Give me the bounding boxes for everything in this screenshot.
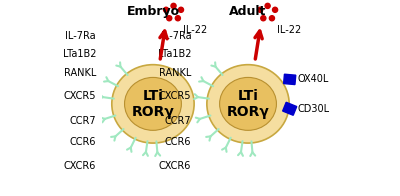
Circle shape <box>269 16 274 21</box>
Circle shape <box>171 3 176 8</box>
Text: RANKL: RANKL <box>159 67 191 78</box>
Polygon shape <box>283 102 297 115</box>
Circle shape <box>272 7 278 12</box>
Text: OX40L: OX40L <box>298 74 329 84</box>
Text: IL-22: IL-22 <box>183 25 208 35</box>
Circle shape <box>175 16 180 21</box>
Text: RANKL: RANKL <box>64 67 96 78</box>
Text: LTa1B2: LTa1B2 <box>63 49 96 59</box>
Circle shape <box>258 7 263 12</box>
Circle shape <box>164 7 169 12</box>
Text: IL-7Ra: IL-7Ra <box>66 31 96 41</box>
Text: LTi
RORγ: LTi RORγ <box>132 89 174 119</box>
Circle shape <box>265 3 270 8</box>
Ellipse shape <box>220 77 276 130</box>
Text: IL-22: IL-22 <box>278 25 302 35</box>
Text: CCR6: CCR6 <box>165 137 191 147</box>
Text: Embryo: Embryo <box>126 5 180 18</box>
Text: CXCR6: CXCR6 <box>64 161 96 171</box>
Text: Adult: Adult <box>229 5 267 18</box>
Text: CCR6: CCR6 <box>70 137 96 147</box>
Circle shape <box>167 16 172 21</box>
Text: LTi
RORγ: LTi RORγ <box>227 89 269 119</box>
Text: CXCR5: CXCR5 <box>159 91 191 101</box>
Ellipse shape <box>207 65 289 143</box>
Circle shape <box>261 16 266 21</box>
Text: IL-7Ra: IL-7Ra <box>160 31 191 41</box>
Text: CCR7: CCR7 <box>164 115 191 126</box>
Polygon shape <box>284 74 296 84</box>
Text: CCR7: CCR7 <box>70 115 96 126</box>
Text: LTa1B2: LTa1B2 <box>158 49 191 59</box>
Circle shape <box>178 7 184 12</box>
Text: CD30L: CD30L <box>298 104 330 114</box>
Text: CXCR6: CXCR6 <box>159 161 191 171</box>
Ellipse shape <box>112 65 194 143</box>
Text: CXCR5: CXCR5 <box>64 91 96 101</box>
Ellipse shape <box>124 77 181 130</box>
